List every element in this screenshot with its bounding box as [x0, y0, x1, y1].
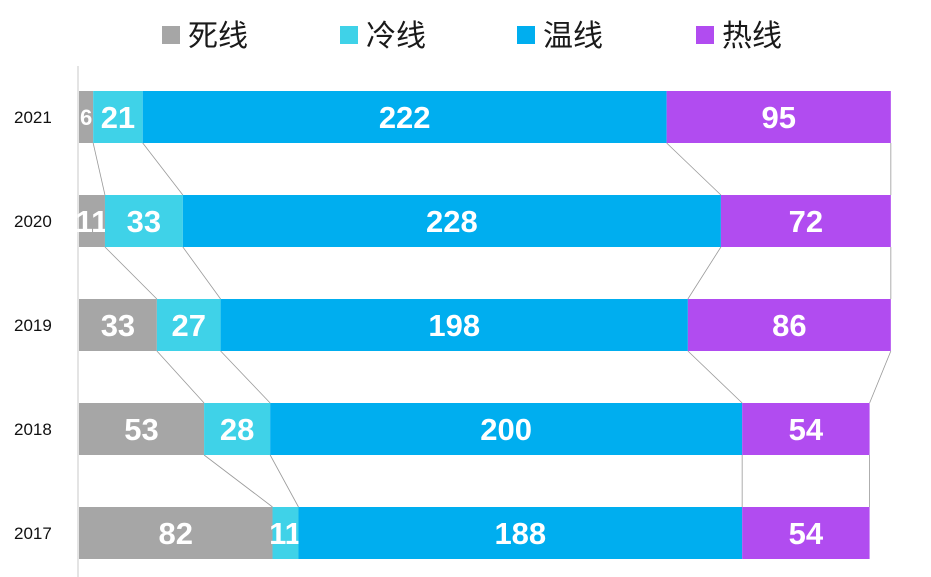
- bar-2021-4: [666, 91, 891, 143]
- connector-line: [142, 142, 184, 196]
- legend-swatch-4: [696, 26, 714, 44]
- legend: 死线 冷线 温线 热线: [162, 19, 782, 54]
- data-label-2018-2: 28: [220, 412, 254, 447]
- bar-2021-2: [93, 91, 143, 143]
- category-label-2019: 2019: [14, 316, 52, 335]
- bar-2018-2: [204, 403, 271, 455]
- legend-swatch-2: [340, 26, 358, 44]
- bar-2018-1: [79, 403, 205, 455]
- data-label-2020-2: 33: [127, 204, 161, 239]
- data-label-2017-3: 188: [494, 516, 546, 551]
- legend-label-2: 冷线: [366, 19, 426, 54]
- bar-2019-1: [79, 299, 157, 351]
- bar-2018-4: [742, 403, 870, 455]
- bar-2020-2: [104, 195, 183, 247]
- legend-label-1: 死线: [188, 19, 248, 54]
- connector-line: [687, 246, 722, 300]
- bar-2020-1: [79, 195, 105, 247]
- connector-line: [687, 350, 743, 404]
- bar-2017-2: [272, 507, 299, 559]
- bar-2020-4: [720, 195, 891, 247]
- data-label-2017-1: 82: [159, 516, 193, 551]
- data-label-2021-1: 6: [80, 105, 92, 130]
- connector-line: [666, 142, 722, 196]
- bar-2017-3: [298, 507, 743, 559]
- data-label-2020-4: 72: [789, 204, 823, 239]
- category-labels: 2021 2020 2019 2018 2017: [14, 108, 52, 543]
- data-label-2019-2: 27: [171, 308, 205, 343]
- legend-swatch-3: [517, 26, 535, 44]
- connector-line: [92, 142, 106, 196]
- bar-2018-3: [270, 403, 743, 455]
- bar-2017-4: [742, 507, 870, 559]
- bar-2020-3: [182, 195, 721, 247]
- bar-2021-3: [142, 91, 667, 143]
- bar-2021-1: [79, 91, 94, 143]
- data-label-2020-1: 11: [76, 204, 109, 239]
- connector-line: [203, 454, 273, 508]
- data-label-2021-4: 95: [761, 100, 795, 135]
- bar-2017-1: [79, 507, 273, 559]
- legend-label-3: 温线: [543, 19, 603, 54]
- data-label-2018-3: 200: [480, 412, 532, 447]
- bar-2019-4: [687, 299, 891, 351]
- connector-line: [220, 350, 271, 404]
- category-label-2017: 2017: [14, 524, 52, 543]
- data-label-2018-1: 53: [124, 412, 158, 447]
- category-label-2021: 2021: [14, 108, 52, 127]
- data-label-2017-4: 54: [789, 516, 824, 551]
- data-label-2018-4: 54: [789, 412, 824, 447]
- bar-2019-3: [220, 299, 688, 351]
- connector-lines: [92, 142, 892, 508]
- data-label-2021-3: 222: [379, 100, 431, 135]
- data-label-2019-1: 33: [101, 308, 135, 343]
- legend-swatch-1: [162, 26, 180, 44]
- data-label-2017-2: 11: [269, 516, 302, 551]
- connector-line: [869, 350, 892, 404]
- connector-line: [104, 246, 158, 300]
- category-label-2018: 2018: [14, 420, 52, 439]
- category-label-2020: 2020: [14, 212, 52, 231]
- data-label-2020-3: 228: [426, 204, 478, 239]
- data-label-2019-3: 198: [428, 308, 480, 343]
- legend-label-4: 热线: [722, 19, 782, 54]
- data-label-2019-4: 86: [772, 308, 806, 343]
- bars: 6 21 222 95 11 33 228 72 33 27 198 86 53 28 200 54 82 11 1…: [76, 91, 891, 559]
- connector-line: [269, 454, 299, 508]
- connector-line: [182, 246, 221, 300]
- connector-line: [156, 350, 205, 404]
- bar-2019-2: [156, 299, 221, 351]
- data-label-2021-2: 21: [101, 100, 135, 135]
